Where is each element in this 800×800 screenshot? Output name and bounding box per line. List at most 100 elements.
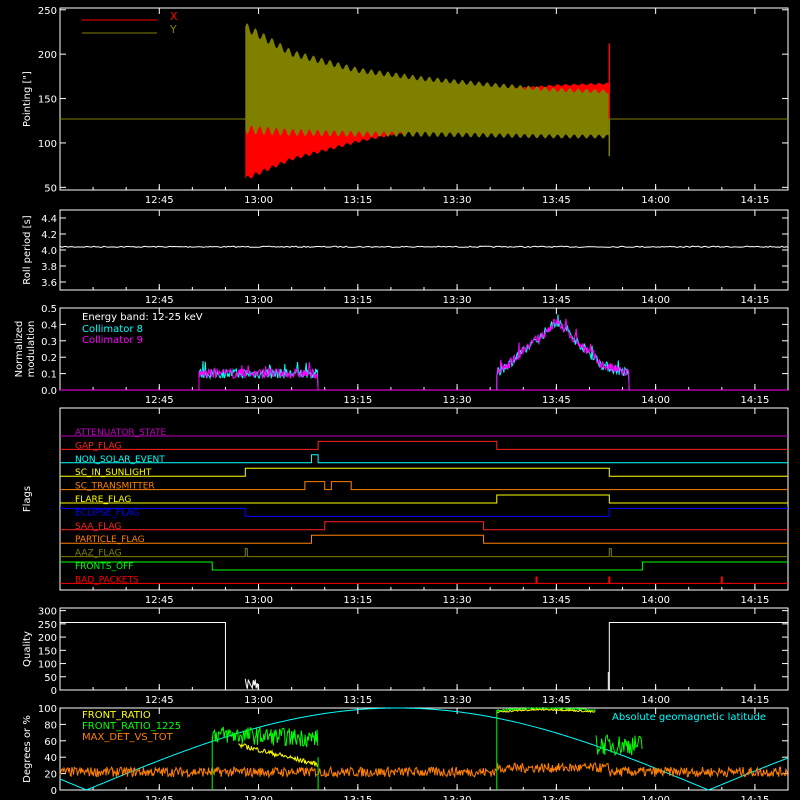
max-det-vs-tot-line: [59, 761, 788, 779]
flag-label: PARTICLE_FLAG: [75, 535, 145, 545]
x-tick-label: 13:30: [443, 595, 472, 606]
y-tick-label: 0.2: [41, 353, 57, 364]
flag-label: ECLIPSE_FLAG: [75, 508, 139, 518]
flag-label: NON_SOLAR_EVENT: [75, 455, 165, 465]
x-tick-label: 12:45: [145, 595, 174, 606]
flag-label: ATTENUATOR_STATE: [75, 428, 167, 438]
y-tick-label: 3.8: [41, 262, 57, 273]
y-tick-label: 4.0: [41, 246, 57, 257]
x-tick-label: 13:15: [343, 695, 372, 706]
flag-line: [60, 494, 788, 504]
y-axis-label: Normalized: [14, 321, 25, 378]
roll-period-line: [59, 245, 789, 248]
y-tick-label: 0.1: [41, 370, 57, 381]
y-tick-label: 200: [38, 633, 57, 644]
panel-quality: 12:45 13:00 13:15 13:30 13:45 14:00 14:15 Quali…: [22, 607, 789, 706]
x-tick-label: 13:30: [443, 295, 472, 306]
y-tick-label: 250: [38, 620, 57, 631]
y-tick-label: 150: [38, 95, 57, 106]
panel-flags: 12:45 13:00 13:15 13:30 13:45 14:00 14:15 Flags…: [22, 407, 789, 606]
y-tick-label: 20: [44, 770, 57, 781]
panel-roll_period: 12:45 13:00 13:15 13:30 13:45 14:00 14:15 Roll …: [22, 209, 789, 306]
flag-line: [60, 548, 788, 558]
x-tick-label: 13:00: [244, 795, 273, 800]
x-tick-label: 13:30: [443, 195, 472, 206]
x-tick-label: 14:15: [740, 295, 769, 306]
x-tick-label: 13:45: [542, 295, 571, 306]
x-tick-label: 13:00: [244, 595, 273, 606]
x-tick-label: 13:15: [343, 195, 372, 206]
x-tick-label: 13:45: [542, 395, 571, 406]
legend-label: FRONT_RATIO_1225: [82, 721, 181, 732]
y-tick-label: 4.4: [41, 214, 57, 225]
front-ratio-1225-line: [211, 726, 319, 748]
panel-pointing: 12:45 13:00 13:15 13:30 13:45 14:00 14:15 Point…: [22, 6, 789, 206]
x-tick-label: 13:15: [343, 595, 372, 606]
y-tick-label: 80: [44, 720, 57, 731]
y-tick-label: 4.2: [41, 230, 57, 241]
x-tick-label: 12:45: [145, 195, 174, 206]
flag-label: SC_IN_SUNLIGHT: [75, 468, 152, 478]
y-tick-label: 0: [51, 686, 57, 697]
x-tick-label: 14:15: [740, 195, 769, 206]
front-ratio-1225-line: [595, 733, 643, 757]
series-band-Y: [245, 23, 609, 139]
y-tick-label: 40: [44, 753, 57, 764]
x-tick-label: 13:45: [542, 195, 571, 206]
x-tick-label: 13:30: [443, 395, 472, 406]
flag-label: AAZ_FLAG: [75, 549, 122, 559]
y-tick-label: 3.6: [41, 278, 57, 289]
x-tick-label: 14:15: [740, 795, 769, 800]
x-tick-label: 12:45: [145, 395, 174, 406]
x-tick-label: 12:45: [145, 795, 174, 800]
x-tick-label: 14:15: [740, 595, 769, 606]
x-tick-label: 13:45: [542, 595, 571, 606]
x-tick-label: 13:30: [443, 795, 472, 800]
modulation-Collimator 9: [496, 318, 630, 391]
y-tick-label: 250: [38, 6, 57, 17]
flag-label: FLARE_FLAG: [75, 495, 131, 505]
x-tick-label: 13:15: [343, 295, 372, 306]
y-tick-label: 50: [44, 183, 57, 194]
y-axis-label: Flags: [22, 486, 33, 512]
legend-label: MAX_DET_VS_TOT: [82, 732, 174, 743]
flag-label: SC_TRANSMITTER: [75, 482, 155, 492]
y-axis-label: modulation: [26, 321, 37, 378]
y-axis-label: Degrees or %: [22, 715, 33, 783]
x-tick-label: 14:00: [641, 395, 670, 406]
legend-label: Y: [169, 23, 177, 36]
y-axis-label: Pointing ["]: [22, 71, 33, 127]
x-tick-label: 14:00: [641, 795, 670, 800]
y-axis-label: Roll period [s]: [22, 215, 33, 284]
y-tick-label: 100: [38, 660, 57, 671]
x-tick-label: 13:45: [542, 795, 571, 800]
x-tick-label: 14:00: [641, 195, 670, 206]
flag-label: SAA_FLAG: [75, 522, 121, 532]
flag-label: GAP_FLAG: [75, 441, 121, 451]
flag-line: [60, 561, 788, 571]
panel-modulation: 12:45 13:00 13:15 13:30 13:45 14:00 14:15 Norma…: [14, 304, 789, 406]
flag-line: [60, 507, 788, 517]
flag-label: BAD_PACKETS: [75, 575, 139, 585]
flag-label: FRONTS_OFF: [75, 562, 133, 572]
x-tick-label: 13:00: [244, 395, 273, 406]
legend-label: Collimator 9: [82, 335, 143, 346]
y-tick-label: 150: [38, 646, 57, 657]
x-tick-label: 14:15: [740, 395, 769, 406]
annotation-text: Absolute geomagnetic latitude: [612, 712, 766, 723]
modulation-Collimator 9: [198, 362, 319, 391]
y-tick-label: 0.5: [41, 304, 57, 315]
y-tick-label: 200: [38, 50, 57, 61]
y-tick-label: 100: [38, 139, 57, 150]
y-tick-label: 100: [38, 704, 57, 715]
x-tick-label: 13:15: [343, 395, 372, 406]
x-tick-label: 13:15: [343, 795, 372, 800]
y-tick-label: 60: [44, 737, 57, 748]
y-tick-label: 300: [38, 607, 57, 618]
panel-front_ratios: 12:45 13:00 13:15 13:30 13:45 14:00 14:15 Degre…: [22, 704, 789, 800]
x-tick-label: 13:00: [244, 695, 273, 706]
legend-label: FRONT_RATIO: [82, 710, 151, 721]
front-ratio-line: [238, 742, 318, 767]
legend-label: Collimator 8: [82, 324, 143, 335]
